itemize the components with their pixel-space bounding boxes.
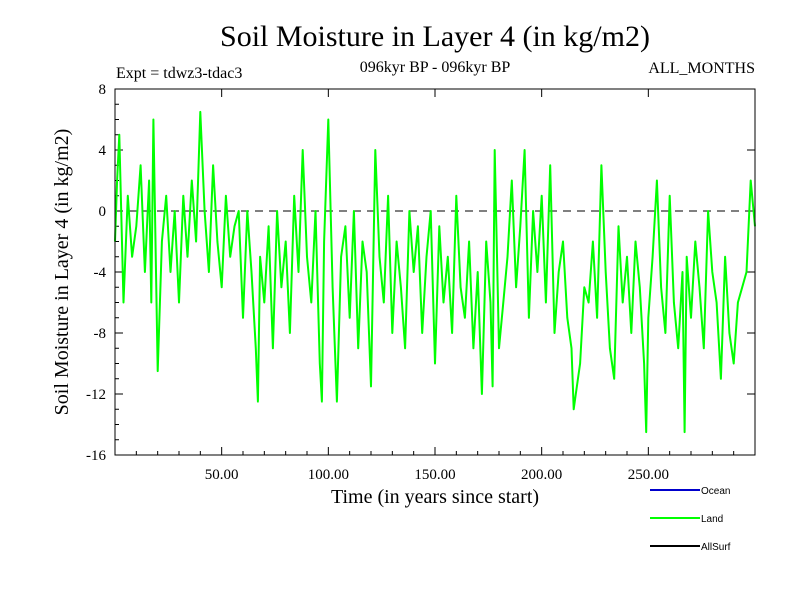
y-tick-label: -16 bbox=[86, 448, 106, 464]
months-label: ALL_MONTHS bbox=[648, 60, 755, 77]
legend-label-allsurf: AllSurf bbox=[701, 542, 731, 553]
x-tick-label: 200.00 bbox=[521, 467, 562, 483]
tick-labels: 50.00 100.00 150.00 200.00 250.00 -16 -12 -8 -4 0… bbox=[86, 82, 669, 483]
period-label: 096kyr BP - 096kyr BP bbox=[360, 59, 511, 76]
y-tick-label: -12 bbox=[86, 387, 106, 403]
legend-label-land: Land bbox=[701, 514, 723, 525]
legend: Ocean Land AllSurf bbox=[650, 486, 731, 553]
x-tick-label: 150.00 bbox=[414, 467, 455, 483]
y-tick-label: -8 bbox=[94, 326, 107, 342]
series-line-land bbox=[114, 110, 756, 434]
axis-ticks bbox=[115, 88, 755, 456]
y-axis-label: Soil Moisture in Layer 4 (in kg/m2) bbox=[51, 129, 73, 416]
y-tick-label: -4 bbox=[94, 265, 107, 281]
experiment-label: Expt = tdwz3-tdac3 bbox=[116, 65, 242, 82]
y-tick-label: 8 bbox=[99, 82, 107, 98]
x-tick-label: 50.00 bbox=[205, 467, 239, 483]
y-tick-label: 4 bbox=[99, 143, 107, 159]
chart-title: Soil Moisture in Layer 4 (in kg/m2) bbox=[220, 20, 650, 53]
y-tick-label: 0 bbox=[99, 204, 107, 220]
x-tick-label: 250.00 bbox=[628, 467, 669, 483]
plot-frame bbox=[114, 88, 756, 456]
x-tick-label: 100.00 bbox=[308, 467, 349, 483]
legend-label-ocean: Ocean bbox=[701, 486, 730, 497]
x-axis-label: Time (in years since start) bbox=[331, 486, 539, 508]
series-group bbox=[114, 110, 756, 434]
